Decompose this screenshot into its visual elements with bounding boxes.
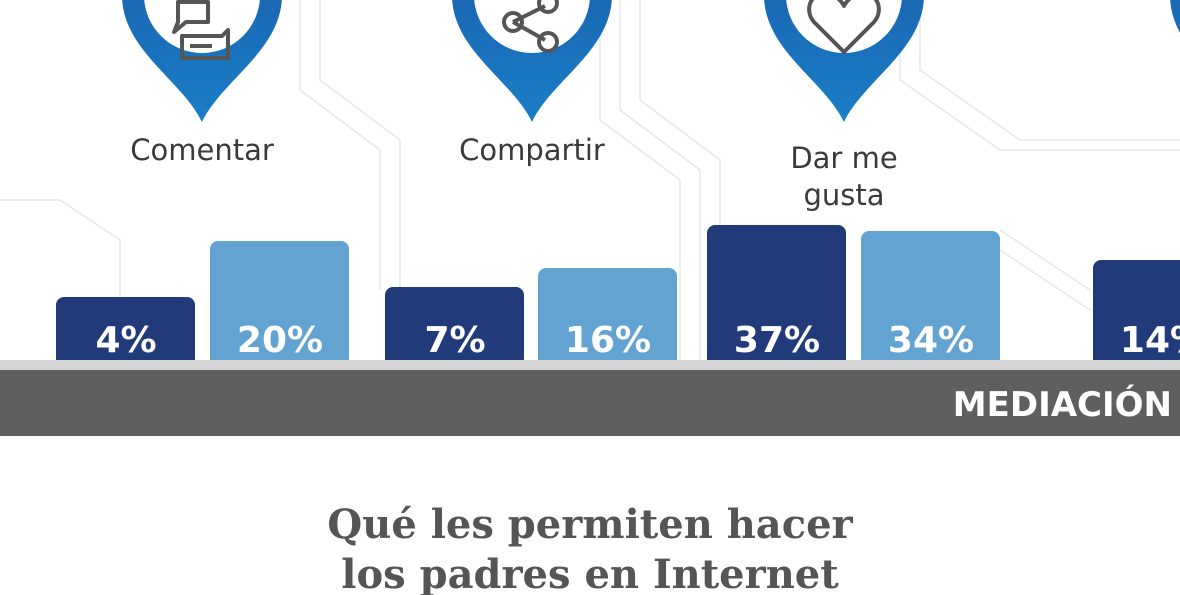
icon-share-node [502,11,524,33]
section-title: MEDIACIÓN [953,384,1172,425]
section-band [0,370,1180,436]
title: los padres en Internet [341,551,839,595]
item-label: Dar me [790,141,897,175]
pin-inner [144,0,260,53]
bars: 4% 20% 7% 16% 37% 34% 14% [56,225,1180,370]
bar-label: 7% [424,320,485,361]
bar [538,268,677,370]
icon-share-node [537,0,559,14]
item-label: Comentar [130,133,274,167]
icon-heart [807,0,881,54]
bar [707,225,846,370]
bar [210,241,349,370]
bar-label: 14% [1120,320,1180,361]
bar-label: 4% [95,320,156,361]
item-label: Compartir [459,133,605,167]
bar-label: 37% [734,320,820,361]
bar [56,297,195,370]
icon-share-node [537,31,559,53]
pin-inner [474,0,590,53]
item-label: gusta [803,178,884,212]
bar [861,231,1000,370]
bar-label: 20% [237,320,323,361]
pin-inner [786,0,902,53]
pin [1170,0,1180,33]
title: Qué les permiten hacer [327,501,853,548]
bar-label: 16% [565,320,651,361]
baseline [0,360,1180,370]
bar-label: 34% [888,320,974,361]
icon-comment [172,0,230,60]
bar [385,287,524,370]
bar [1093,260,1180,370]
